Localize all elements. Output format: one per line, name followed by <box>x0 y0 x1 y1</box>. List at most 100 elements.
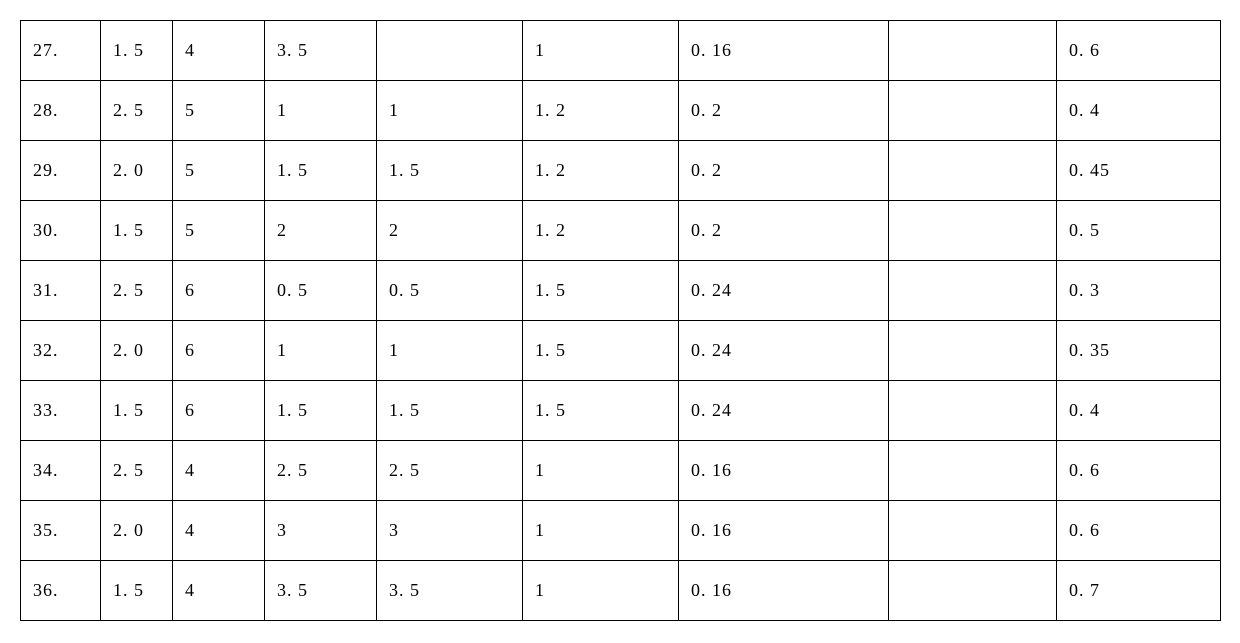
table-cell: 2. 5 <box>101 261 173 321</box>
table-cell: 0. 2 <box>679 201 889 261</box>
table-cell <box>889 21 1057 81</box>
table-row: 31. 2. 5 6 0. 5 0. 5 1. 5 0. 24 0. 3 <box>21 261 1221 321</box>
table-cell: 1. 5 <box>101 21 173 81</box>
table-cell: 2. 0 <box>101 141 173 201</box>
table-cell: 0. 5 <box>1057 201 1221 261</box>
table-cell: 6 <box>173 321 265 381</box>
table-cell: 0. 24 <box>679 321 889 381</box>
table-cell: 0. 24 <box>679 381 889 441</box>
table-cell: 0. 7 <box>1057 561 1221 621</box>
table-cell: 1 <box>377 81 523 141</box>
table-cell: 2. 5 <box>377 441 523 501</box>
table-cell: 2 <box>377 201 523 261</box>
table-cell <box>889 141 1057 201</box>
table-cell: 30. <box>21 201 101 261</box>
table-cell: 0. 4 <box>1057 81 1221 141</box>
table-cell: 6 <box>173 381 265 441</box>
table-row: 29. 2. 0 5 1. 5 1. 5 1. 2 0. 2 0. 45 <box>21 141 1221 201</box>
table-cell: 32. <box>21 321 101 381</box>
table-cell <box>889 201 1057 261</box>
table-cell: 6 <box>173 261 265 321</box>
table-cell: 0. 16 <box>679 561 889 621</box>
table-cell: 34. <box>21 441 101 501</box>
table-cell <box>889 381 1057 441</box>
table-cell: 2. 5 <box>101 441 173 501</box>
table-cell: 4 <box>173 561 265 621</box>
table-cell: 1 <box>265 321 377 381</box>
table-cell <box>889 561 1057 621</box>
table-row: 27. 1. 5 4 3. 5 1 0. 16 0. 6 <box>21 21 1221 81</box>
table-body: 27. 1. 5 4 3. 5 1 0. 16 0. 6 28. 2. 5 5 … <box>21 21 1221 621</box>
table-cell: 3. 5 <box>265 561 377 621</box>
table-cell: 0. 16 <box>679 501 889 561</box>
table-cell: 0. 3 <box>1057 261 1221 321</box>
table-cell: 2. 0 <box>101 321 173 381</box>
table-cell: 4 <box>173 21 265 81</box>
table-cell: 1. 2 <box>523 81 679 141</box>
table-cell: 0. 6 <box>1057 441 1221 501</box>
table-cell <box>889 321 1057 381</box>
table-cell: 0. 2 <box>679 141 889 201</box>
table-cell: 0. 16 <box>679 441 889 501</box>
table-cell: 35. <box>21 501 101 561</box>
table-cell: 2 <box>265 201 377 261</box>
table-cell: 36. <box>21 561 101 621</box>
table-cell: 1. 5 <box>101 381 173 441</box>
table-cell: 3 <box>377 501 523 561</box>
table-cell: 1. 5 <box>377 381 523 441</box>
table-row: 28. 2. 5 5 1 1 1. 2 0. 2 0. 4 <box>21 81 1221 141</box>
table-cell: 3 <box>265 501 377 561</box>
table-cell: 0. 6 <box>1057 501 1221 561</box>
table-cell: 1 <box>523 561 679 621</box>
table-cell: 0. 2 <box>679 81 889 141</box>
table-cell: 1. 5 <box>101 561 173 621</box>
table-cell: 0. 24 <box>679 261 889 321</box>
table-cell: 1 <box>523 21 679 81</box>
table-cell: 1. 5 <box>377 141 523 201</box>
table-cell: 1. 2 <box>523 201 679 261</box>
data-table: 27. 1. 5 4 3. 5 1 0. 16 0. 6 28. 2. 5 5 … <box>20 20 1221 621</box>
table-cell: 5 <box>173 201 265 261</box>
table-cell <box>889 501 1057 561</box>
table-cell: 31. <box>21 261 101 321</box>
table-cell: 27. <box>21 21 101 81</box>
table-cell: 1 <box>523 441 679 501</box>
table-cell: 1 <box>377 321 523 381</box>
table-cell: 0. 4 <box>1057 381 1221 441</box>
table-cell: 28. <box>21 81 101 141</box>
table-cell: 5 <box>173 81 265 141</box>
table-cell: 0. 45 <box>1057 141 1221 201</box>
table-cell: 1. 5 <box>523 321 679 381</box>
table-cell: 1 <box>523 501 679 561</box>
table-cell: 2. 0 <box>101 501 173 561</box>
table-cell <box>889 261 1057 321</box>
table-row: 33. 1. 5 6 1. 5 1. 5 1. 5 0. 24 0. 4 <box>21 381 1221 441</box>
table-cell: 1. 5 <box>265 141 377 201</box>
table-cell: 2. 5 <box>101 81 173 141</box>
table-cell: 0. 35 <box>1057 321 1221 381</box>
table-cell: 0. 6 <box>1057 21 1221 81</box>
table-cell: 1. 5 <box>101 201 173 261</box>
table-cell: 1 <box>265 81 377 141</box>
table-row: 30. 1. 5 5 2 2 1. 2 0. 2 0. 5 <box>21 201 1221 261</box>
table-cell: 33. <box>21 381 101 441</box>
table-cell: 3. 5 <box>377 561 523 621</box>
table-row: 34. 2. 5 4 2. 5 2. 5 1 0. 16 0. 6 <box>21 441 1221 501</box>
table-cell: 1. 5 <box>265 381 377 441</box>
table-cell: 2. 5 <box>265 441 377 501</box>
table-cell: 1. 2 <box>523 141 679 201</box>
table-cell: 5 <box>173 141 265 201</box>
table-cell <box>377 21 523 81</box>
table-cell: 0. 16 <box>679 21 889 81</box>
table-cell: 0. 5 <box>377 261 523 321</box>
table-cell: 1. 5 <box>523 381 679 441</box>
table-cell: 1. 5 <box>523 261 679 321</box>
table-cell: 0. 5 <box>265 261 377 321</box>
table-cell <box>889 81 1057 141</box>
table-cell: 29. <box>21 141 101 201</box>
table-cell: 3. 5 <box>265 21 377 81</box>
table-cell: 4 <box>173 501 265 561</box>
table-row: 32. 2. 0 6 1 1 1. 5 0. 24 0. 35 <box>21 321 1221 381</box>
table-cell <box>889 441 1057 501</box>
table-row: 35. 2. 0 4 3 3 1 0. 16 0. 6 <box>21 501 1221 561</box>
